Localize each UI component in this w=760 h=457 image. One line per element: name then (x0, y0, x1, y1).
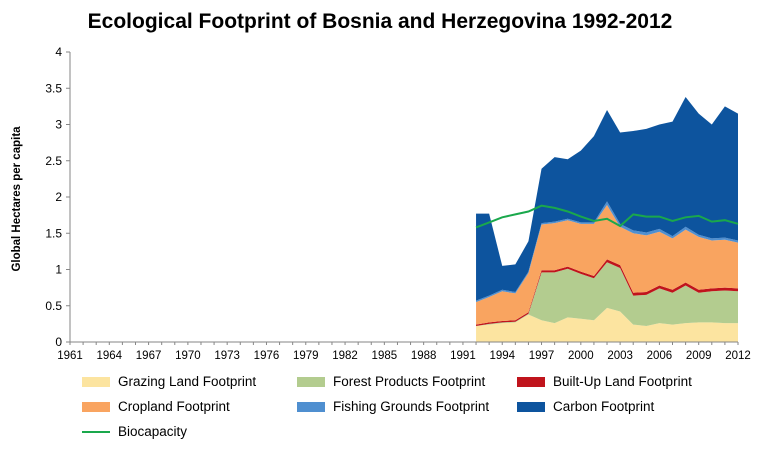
y-tick-label: 3 (55, 118, 62, 132)
x-tick-label: 1976 (254, 350, 280, 362)
legend-swatch (82, 430, 110, 433)
area-carbon-footprint (476, 96, 738, 301)
y-tick-label: 3.5 (45, 81, 62, 95)
x-tick-label: 1964 (96, 350, 122, 362)
y-tick-label: 4 (55, 45, 62, 59)
x-tick-label: 1985 (372, 350, 398, 362)
legend-item-biocapacity: Biocapacity (82, 424, 187, 439)
y-tick-label: 1 (55, 263, 62, 277)
legend-swatch (297, 401, 325, 412)
legend-label: Cropland Footprint (118, 399, 230, 414)
y-tick-label: 0 (55, 335, 62, 349)
legend-swatch (82, 401, 110, 412)
legend-swatch (517, 376, 545, 387)
y-tick-label: 0.5 (45, 299, 62, 313)
legend-swatch (297, 376, 325, 387)
legend-item-grazing-land-footprint: Grazing Land Footprint (82, 374, 256, 389)
legend-item-fishing-grounds-footprint: Fishing Grounds Footprint (297, 399, 489, 414)
area-cropland-footprint (476, 204, 738, 325)
legend-label: Biocapacity (118, 424, 188, 439)
y-tick-label: 1.5 (45, 226, 62, 240)
chart-title: Ecological Footprint of Bosnia and Herze… (87, 10, 673, 33)
x-tick-label: 1961 (57, 350, 83, 362)
axes: 0 0.5 1 1.5 2 2.5 3 3.5 4 1961 1964 1967 1970 1973 197… (45, 45, 750, 362)
x-tick-label: 1979 (293, 350, 319, 362)
legend-item-carbon-footprint: Carbon Footprint (517, 399, 654, 414)
x-tick-label: 2009 (686, 350, 712, 362)
x-tick-label: 2003 (607, 350, 633, 362)
y-tick-label: 2.5 (45, 154, 62, 168)
area-forest-products-footprint (476, 262, 738, 327)
x-tick-label: 1982 (332, 350, 358, 362)
x-tick-label: 1997 (529, 350, 555, 362)
legend-item-forest-products-footprint: Forest Products Footprint (297, 374, 485, 389)
x-tick-label: 1973 (214, 350, 240, 362)
x-tick-label: 1994 (489, 350, 515, 362)
x-tick-label: 1988 (411, 350, 437, 362)
legend-item-cropland-footprint: Cropland Footprint (82, 399, 230, 414)
x-tick-label: 1967 (136, 350, 162, 362)
area-grazing-land-footprint (476, 307, 738, 342)
y-tick-label: 2 (55, 190, 62, 204)
line-biocapacity (475, 204, 739, 229)
legend-label: Built-Up Land Footprint (553, 374, 692, 389)
x-tick-label: 1970 (175, 350, 201, 362)
x-tick-label: 1991 (450, 350, 476, 362)
line-series-group (475, 204, 739, 229)
legend-item-built-up-land-footprint: Built-Up Land Footprint (517, 374, 692, 389)
legend-label: Fishing Grounds Footprint (333, 399, 490, 414)
legend-label: Grazing Land Footprint (118, 374, 257, 389)
stacked-areas (476, 96, 738, 342)
x-tick-label: 2006 (647, 350, 673, 362)
legend-label: Forest Products Footprint (333, 374, 486, 389)
legend-swatch (82, 376, 110, 387)
x-tick-label: 2012 (725, 350, 751, 362)
legend-label: Carbon Footprint (553, 399, 655, 414)
legend-swatch (517, 401, 545, 412)
x-tick-label: 2000 (568, 350, 594, 362)
